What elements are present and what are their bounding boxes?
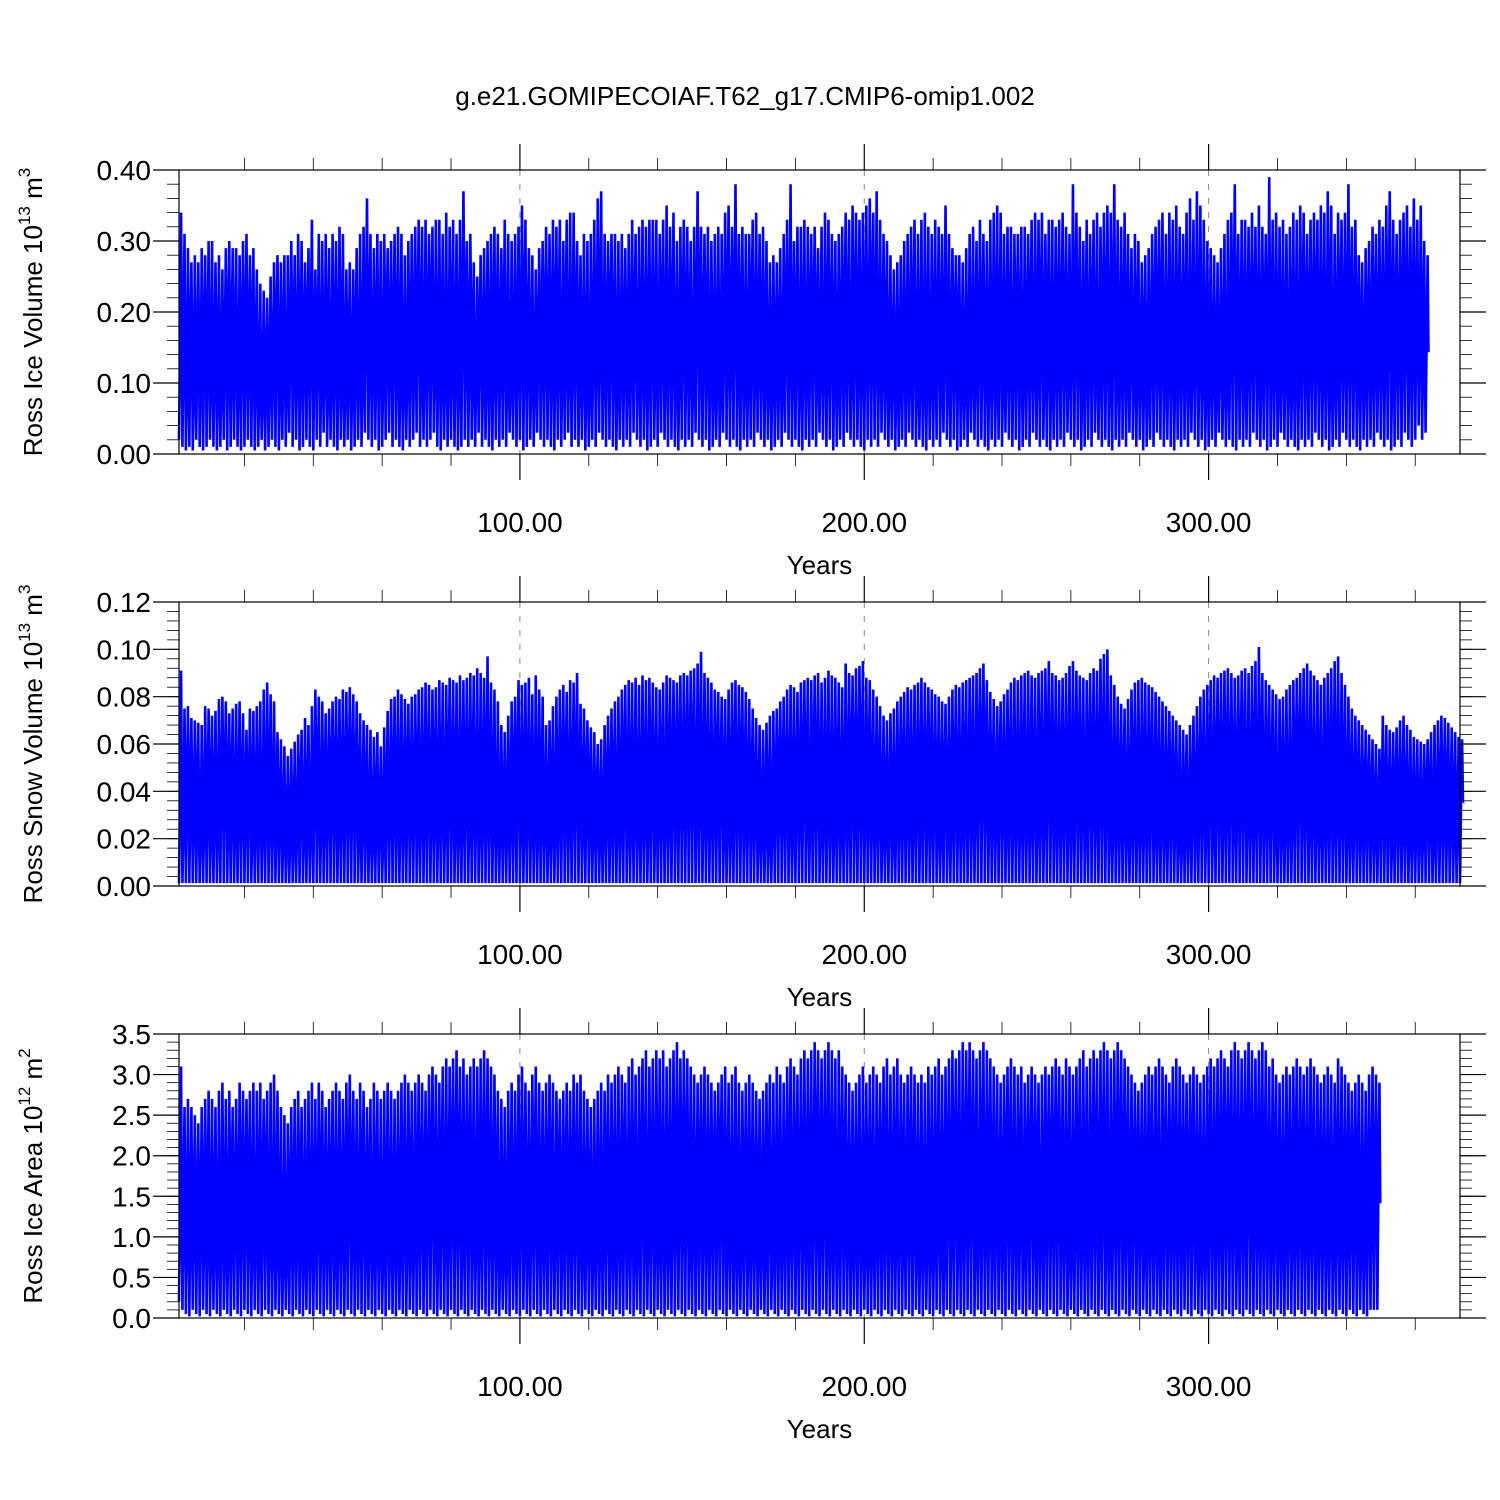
ytick-label: 0.20 <box>97 297 152 328</box>
x-axis-label: Years <box>787 982 853 1012</box>
panel-ross-snow-volume: 0.00 0.02 0.04 0.06 0.08 0.10 0.12 100.00 200.00… <box>15 576 1486 1012</box>
panel-ross-ice-area: 0.0 0.5 1.0 1.5 2.0 2.5 3.0 3.5 100.00 200.00 300.… <box>15 1008 1486 1444</box>
ytick-label: 0.0 <box>112 1303 151 1334</box>
ytick-label: 0.30 <box>97 226 152 257</box>
series-line <box>177 177 1430 451</box>
y-label-exponent: 12 <box>15 1087 34 1106</box>
y-label-text: m <box>18 594 48 623</box>
ytick-label: 2.0 <box>112 1141 151 1172</box>
ytick-label: 0.02 <box>97 824 152 855</box>
x-axis-label: Years <box>787 550 853 580</box>
xtick-label: 200.00 <box>821 507 907 538</box>
x-axis-label: Years <box>787 1414 853 1444</box>
y-axis-label: Ross Snow Volume 1013 m3 <box>15 585 48 904</box>
ytick-label: 0.06 <box>97 729 152 760</box>
y-label-text: Ross Snow Volume 10 <box>18 642 48 904</box>
plot-frame <box>178 1033 1461 1319</box>
ytick-label: 0.10 <box>97 368 152 399</box>
xtick-label: 100.00 <box>477 1371 563 1402</box>
xtick-label: 200.00 <box>821 1371 907 1402</box>
ytick-label: 0.5 <box>112 1262 151 1293</box>
ytick-label: 0.04 <box>97 776 152 807</box>
xtick-label: 300.00 <box>1166 1371 1252 1402</box>
xtick-label: 100.00 <box>477 507 563 538</box>
y-axis-label: Ross Ice Area 1012 m2 <box>15 1048 48 1303</box>
y-label-exponent: 3 <box>15 168 34 177</box>
xtick-label: 300.00 <box>1166 939 1252 970</box>
chart-title: g.e21.GOMIPECOIAF.T62_g17.CMIP6-omip1.00… <box>455 81 1035 111</box>
ytick-label: 0.00 <box>97 439 152 470</box>
y-label-text: Ross Ice Area 10 <box>18 1106 48 1304</box>
ytick-label: 0.12 <box>97 587 152 618</box>
ytick-label: 0.40 <box>97 155 152 186</box>
series-line <box>177 1042 1382 1317</box>
series-line <box>177 646 1465 884</box>
y-label-exponent: 13 <box>15 206 34 225</box>
ytick-label: 0.08 <box>97 682 152 713</box>
y-label-exponent: 3 <box>15 585 34 594</box>
ytick-label: 1.0 <box>112 1222 151 1253</box>
y-axis-label: Ross Ice Volume 1013 m3 <box>15 168 48 457</box>
y-label-text: m <box>18 177 48 206</box>
y-label-exponent: 2 <box>15 1048 34 1057</box>
y-label-text: m <box>18 1058 48 1087</box>
xtick-label: 100.00 <box>477 939 563 970</box>
ytick-label: 0.00 <box>97 871 152 902</box>
panel-ross-ice-volume: 0.00 0.10 0.20 0.30 0.40 100.00 200.00 300.00 Ye… <box>15 144 1486 580</box>
ytick-label: 2.5 <box>112 1100 151 1131</box>
ytick-label: 3.5 <box>112 1019 151 1050</box>
ytick-label: 3.0 <box>112 1060 151 1091</box>
ytick-label: 0.10 <box>97 634 152 665</box>
ytick-label: 1.5 <box>112 1181 151 1212</box>
xtick-label: 300.00 <box>1166 507 1252 538</box>
y-label-exponent: 13 <box>15 623 34 642</box>
xtick-label: 200.00 <box>821 939 907 970</box>
y-label-text: Ross Ice Volume 10 <box>18 225 48 456</box>
